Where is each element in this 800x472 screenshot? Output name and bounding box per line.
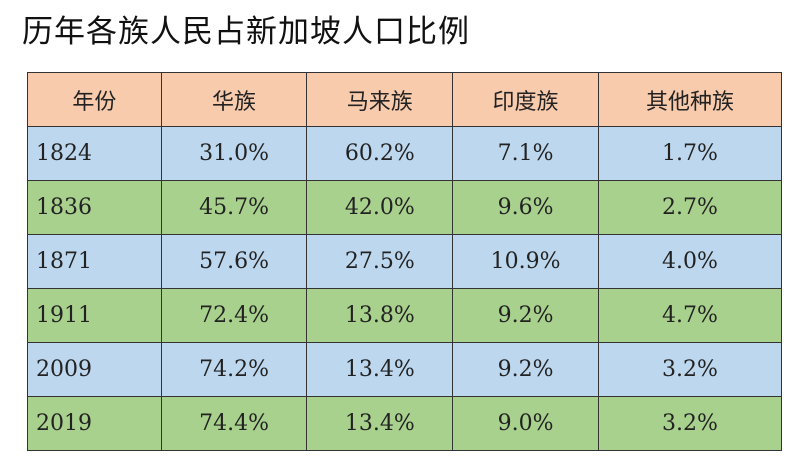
percent-cell: 13.4%: [306, 396, 454, 451]
column-header: 年份: [27, 72, 162, 127]
column-header: 其他种族: [597, 72, 783, 127]
percent-cell: 4.0%: [597, 234, 783, 289]
percent-cell: 74.2%: [160, 342, 308, 397]
percent-cell: 74.4%: [160, 396, 308, 451]
percent-cell: 9.6%: [452, 180, 599, 235]
table-row: 2019 74.4% 13.4% 9.0% 3.2%: [27, 396, 783, 451]
percent-cell: 3.2%: [597, 396, 783, 451]
year-cell: 2009: [27, 342, 162, 397]
table-row: 1836 45.7% 42.0% 9.6% 2.7%: [27, 180, 783, 235]
percent-cell: 13.4%: [306, 342, 454, 397]
percent-cell: 4.7%: [597, 288, 783, 343]
column-header: 印度族: [452, 72, 599, 127]
percent-cell: 9.2%: [452, 342, 599, 397]
table-title: 历年各族人民占新加坡人口比例: [22, 14, 470, 50]
percent-cell: 10.9%: [452, 234, 599, 289]
percent-cell: 72.4%: [160, 288, 308, 343]
table-row: 1824 31.0% 60.2% 7.1% 1.7%: [27, 126, 783, 181]
table-row: 1911 72.4% 13.8% 9.2% 4.7%: [27, 288, 783, 343]
population-table: 年份 华族 马来族 印度族 其他种族 1824 31.0% 60.2% 7.1% 1.7% 183…: [27, 72, 783, 451]
percent-cell: 9.2%: [452, 288, 599, 343]
year-cell: 1836: [27, 180, 162, 235]
percent-cell: 13.8%: [306, 288, 454, 343]
percent-cell: 3.2%: [597, 342, 783, 397]
table-row: 1871 57.6% 27.5% 10.9% 4.0%: [27, 234, 783, 289]
table-row: 2009 74.2% 13.4% 9.2% 3.2%: [27, 342, 783, 397]
header-row: 年份 华族 马来族 印度族 其他种族: [27, 72, 783, 127]
column-header: 华族: [160, 72, 308, 127]
percent-cell: 7.1%: [452, 126, 599, 181]
year-cell: 1871: [27, 234, 162, 289]
percent-cell: 2.7%: [597, 180, 783, 235]
year-cell: 2019: [27, 396, 162, 451]
percent-cell: 31.0%: [160, 126, 308, 181]
percent-cell: 57.6%: [160, 234, 308, 289]
column-header: 马来族: [306, 72, 454, 127]
percent-cell: 42.0%: [306, 180, 454, 235]
percent-cell: 27.5%: [306, 234, 454, 289]
percent-cell: 45.7%: [160, 180, 308, 235]
percent-cell: 1.7%: [597, 126, 783, 181]
year-cell: 1911: [27, 288, 162, 343]
percent-cell: 9.0%: [452, 396, 599, 451]
percent-cell: 60.2%: [306, 126, 454, 181]
year-cell: 1824: [27, 126, 162, 181]
